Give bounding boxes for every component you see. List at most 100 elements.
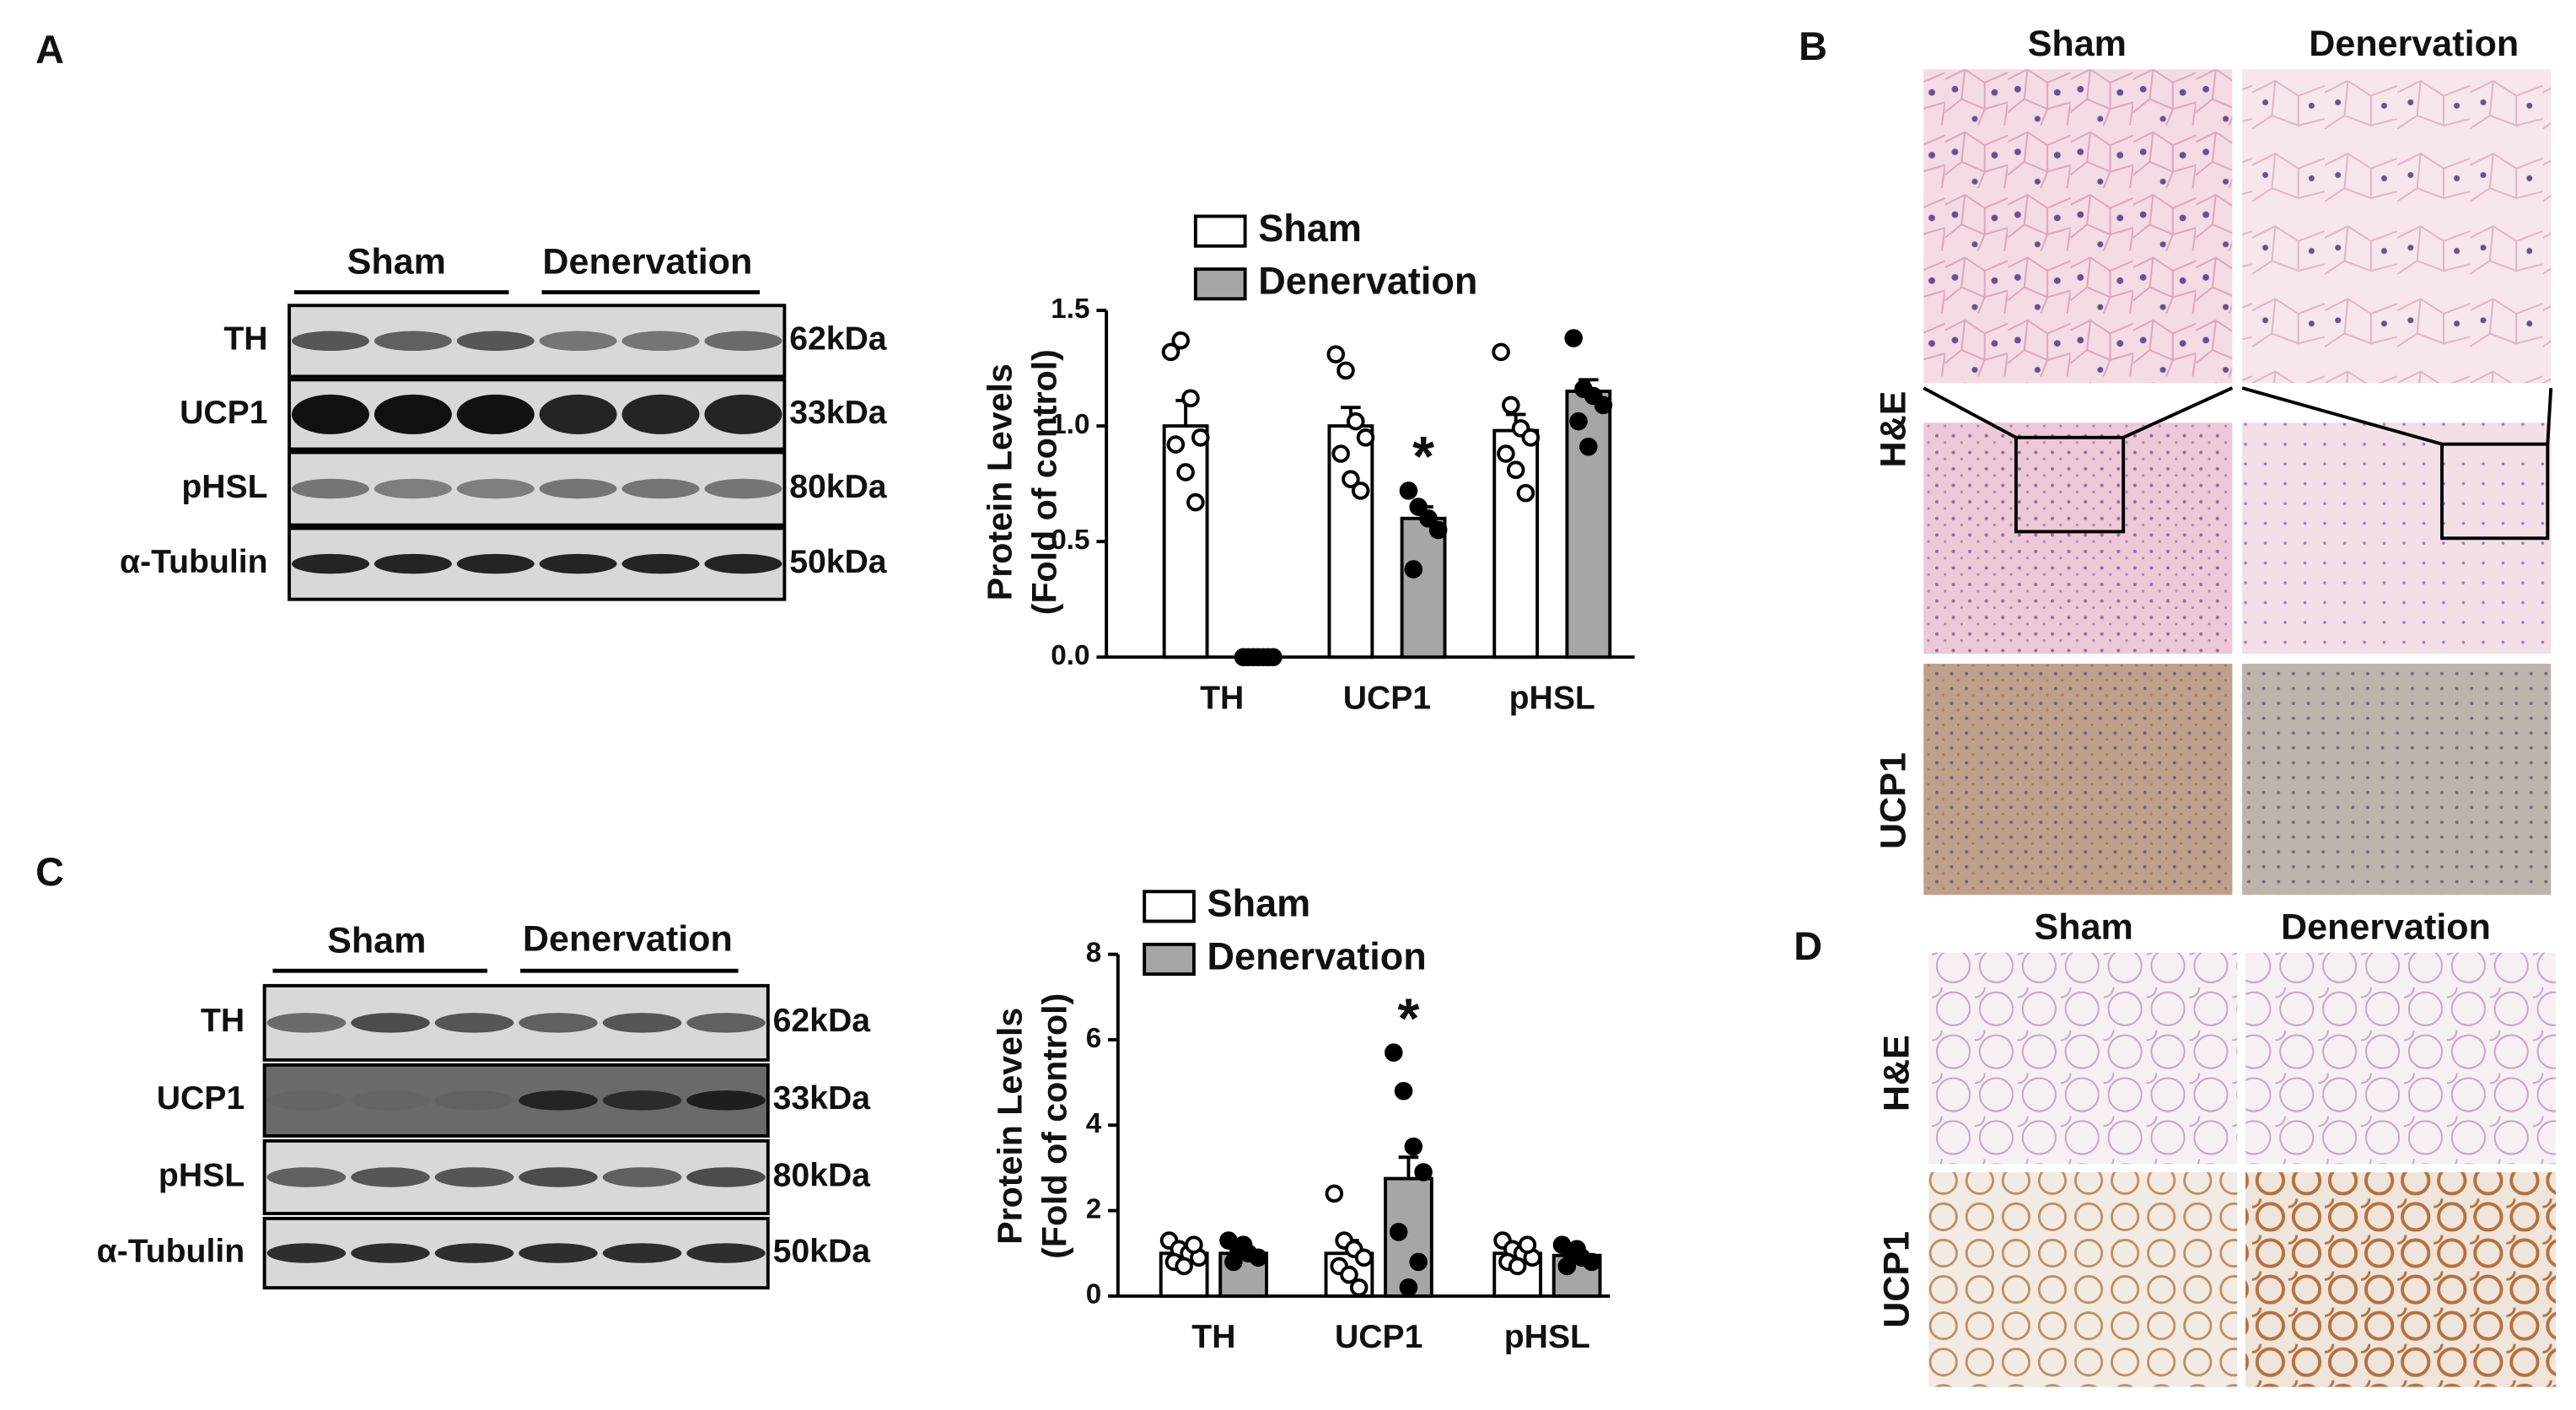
blot-band <box>374 331 452 352</box>
blot-strip <box>262 983 770 1062</box>
x-tick-label: pHSL <box>1504 1319 1590 1355</box>
data-point <box>1399 1278 1418 1297</box>
data-point <box>1181 389 1200 408</box>
data-point <box>1389 1223 1408 1241</box>
data-point <box>1594 396 1613 415</box>
protein-label: TH <box>201 1003 245 1039</box>
blot-band <box>704 331 782 352</box>
blot-band <box>704 394 782 434</box>
data-point <box>1259 648 1277 666</box>
legend-label: Sham <box>1258 207 1362 250</box>
blot-band <box>351 1167 430 1187</box>
data-point <box>1185 1235 1203 1254</box>
row-label: UCP1 <box>1873 752 1913 849</box>
data-point <box>1404 1137 1423 1156</box>
panel-label: A <box>35 27 64 72</box>
panel-label: C <box>35 849 64 894</box>
molecular-weight: 80kDa <box>773 1157 872 1193</box>
blot-band <box>686 1167 766 1187</box>
blot-band <box>266 1243 347 1263</box>
blot-band <box>434 1167 514 1187</box>
inset-box <box>2014 435 2126 534</box>
data-point <box>1166 435 1186 454</box>
y-tick-label: 1.0 <box>1051 409 1089 440</box>
data-point <box>1557 1257 1577 1276</box>
y-tick-label: 2 <box>1086 1193 1102 1224</box>
legend-label: Sham <box>1207 882 1311 925</box>
column-header: Sham <box>2035 907 2133 948</box>
blot-strip <box>288 378 787 451</box>
column-header: Denervation <box>2309 24 2519 64</box>
x-tick-label: TH <box>1200 680 1244 716</box>
blot-strip <box>262 1063 770 1138</box>
data-point <box>1336 361 1355 380</box>
x-tick-label: pHSL <box>1509 680 1595 716</box>
micrograph <box>1928 1172 2238 1387</box>
legend-swatch <box>1193 214 1247 248</box>
blot-strip <box>262 1138 770 1215</box>
x-tick-label: UCP1 <box>1343 680 1431 716</box>
lane-group-label: Denervation <box>523 918 733 959</box>
blot-band <box>539 478 617 499</box>
legend-swatch <box>1143 890 1196 923</box>
molecular-weight: 33kDa <box>773 1080 872 1117</box>
blot-band <box>456 331 535 352</box>
data-point <box>1394 1081 1413 1101</box>
blot-band <box>434 1090 514 1111</box>
lane-group-label: Denervation <box>542 242 752 283</box>
data-point <box>1564 329 1583 347</box>
data-point <box>1579 438 1598 456</box>
blot-band <box>351 1013 430 1033</box>
data-point <box>1349 1278 1369 1297</box>
blot-band <box>434 1243 514 1263</box>
data-point <box>1224 1252 1243 1272</box>
blot-band <box>686 1013 766 1033</box>
blot-band <box>539 553 617 574</box>
data-point <box>1518 1235 1537 1254</box>
protein-label: pHSL <box>181 469 267 505</box>
blot-band <box>374 478 452 499</box>
data-point <box>1354 1248 1374 1267</box>
y-tick-label: 6 <box>1086 1023 1102 1054</box>
inset-box <box>2440 442 2550 541</box>
data-point <box>1326 345 1346 363</box>
micrograph <box>2242 69 2552 384</box>
data-point <box>1568 1240 1586 1258</box>
blot-band <box>456 553 535 574</box>
significance-mark: * <box>1397 988 1419 1050</box>
micrograph <box>1928 952 2238 1165</box>
blot-band <box>519 1167 598 1187</box>
blot-band <box>704 478 782 499</box>
molecular-weight: 50kDa <box>773 1233 872 1269</box>
zoom-line <box>2241 386 2443 446</box>
data-point <box>1325 1184 1344 1203</box>
blot-band <box>539 331 617 352</box>
y-axis-label: Protein Levels <box>981 363 1019 600</box>
blot-band <box>351 1090 430 1111</box>
lane-group-label: Sham <box>327 920 426 961</box>
micrograph <box>2245 1172 2557 1387</box>
blot-band <box>602 1090 682 1111</box>
data-point <box>1161 342 1180 362</box>
data-point <box>1175 1257 1193 1276</box>
micrograph <box>1923 664 2233 896</box>
data-point <box>1428 520 1448 540</box>
bar <box>1400 516 1447 659</box>
blot-strip <box>288 450 787 527</box>
column-header: Denervation <box>2281 907 2491 948</box>
blot-band <box>291 478 369 499</box>
zoom-line <box>2546 387 2553 444</box>
x-tick-label: UCP1 <box>1335 1319 1422 1355</box>
data-point <box>1191 428 1210 447</box>
y-tick-label: 0 <box>1086 1279 1102 1310</box>
blot-band <box>602 1167 682 1187</box>
molecular-weight: 80kDa <box>789 469 888 505</box>
y-axis-label: (Fold of control) <box>1035 993 1073 1259</box>
data-point <box>1497 444 1515 463</box>
protein-label: UCP1 <box>157 1080 245 1117</box>
blot-band <box>374 553 452 574</box>
data-point <box>1171 331 1191 350</box>
legend-swatch <box>1143 942 1196 977</box>
blot-band <box>519 1013 598 1033</box>
